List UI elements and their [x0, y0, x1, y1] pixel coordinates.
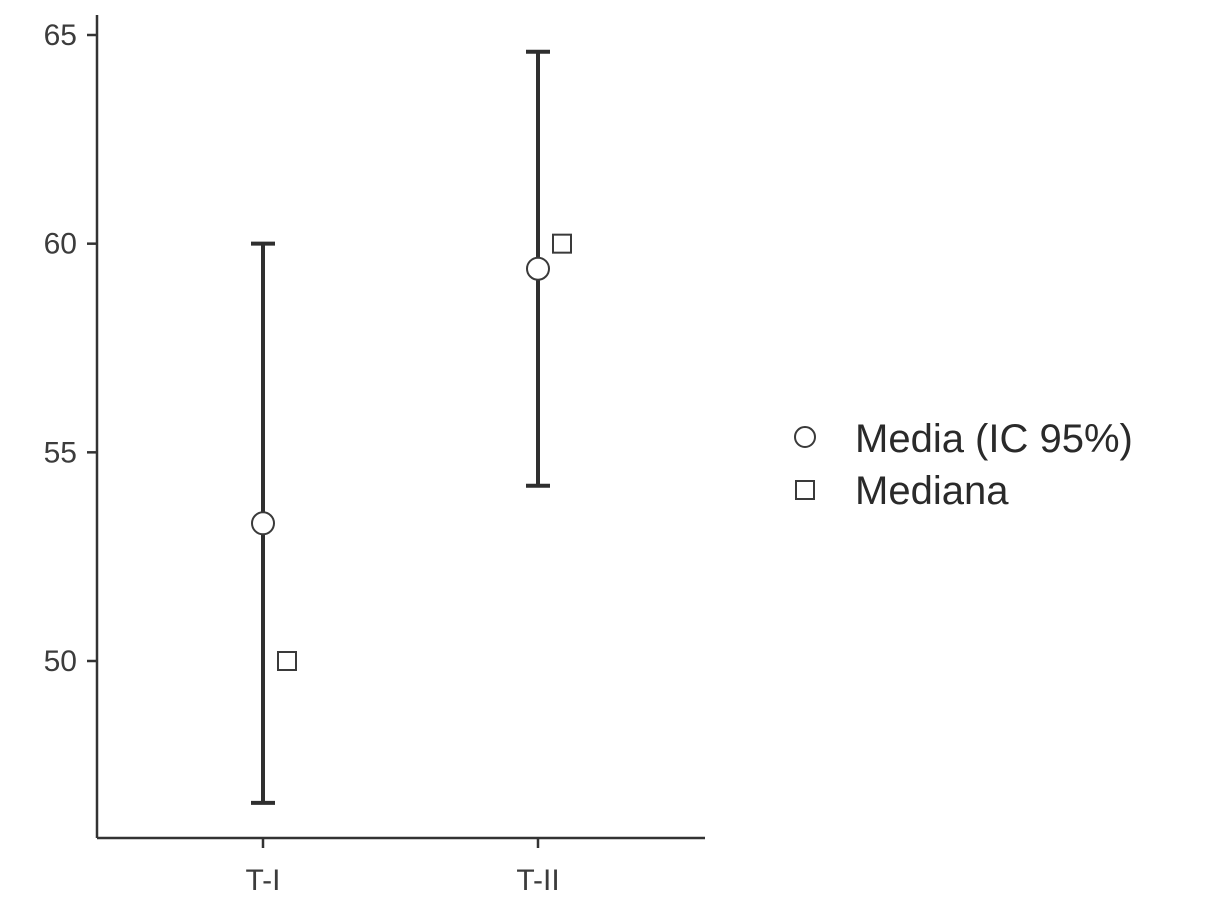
y-tick-label: 55 — [44, 436, 77, 469]
legend-marker-media — [794, 426, 816, 448]
legend-marker-mediana — [795, 480, 815, 500]
median-point — [552, 233, 572, 254]
legend-label-media: Media (IC 95%) — [855, 417, 1133, 461]
y-tick-label: 65 — [44, 19, 77, 52]
x-tick-label: T-II — [516, 864, 559, 897]
median-point — [277, 651, 297, 671]
legend-label-mediana: Mediana — [855, 469, 1009, 513]
mean-point — [526, 256, 550, 281]
x-tick-label: T-I — [246, 864, 281, 897]
axes: 50 55 60 65 T-I T-II — [44, 15, 705, 897]
y-tick-label: 60 — [44, 228, 77, 261]
chart-marks — [251, 49, 572, 805]
mean-point — [251, 511, 275, 536]
legend: Media (IC 95%) Mediana — [794, 417, 1133, 513]
y-tick-label: 50 — [44, 645, 77, 678]
